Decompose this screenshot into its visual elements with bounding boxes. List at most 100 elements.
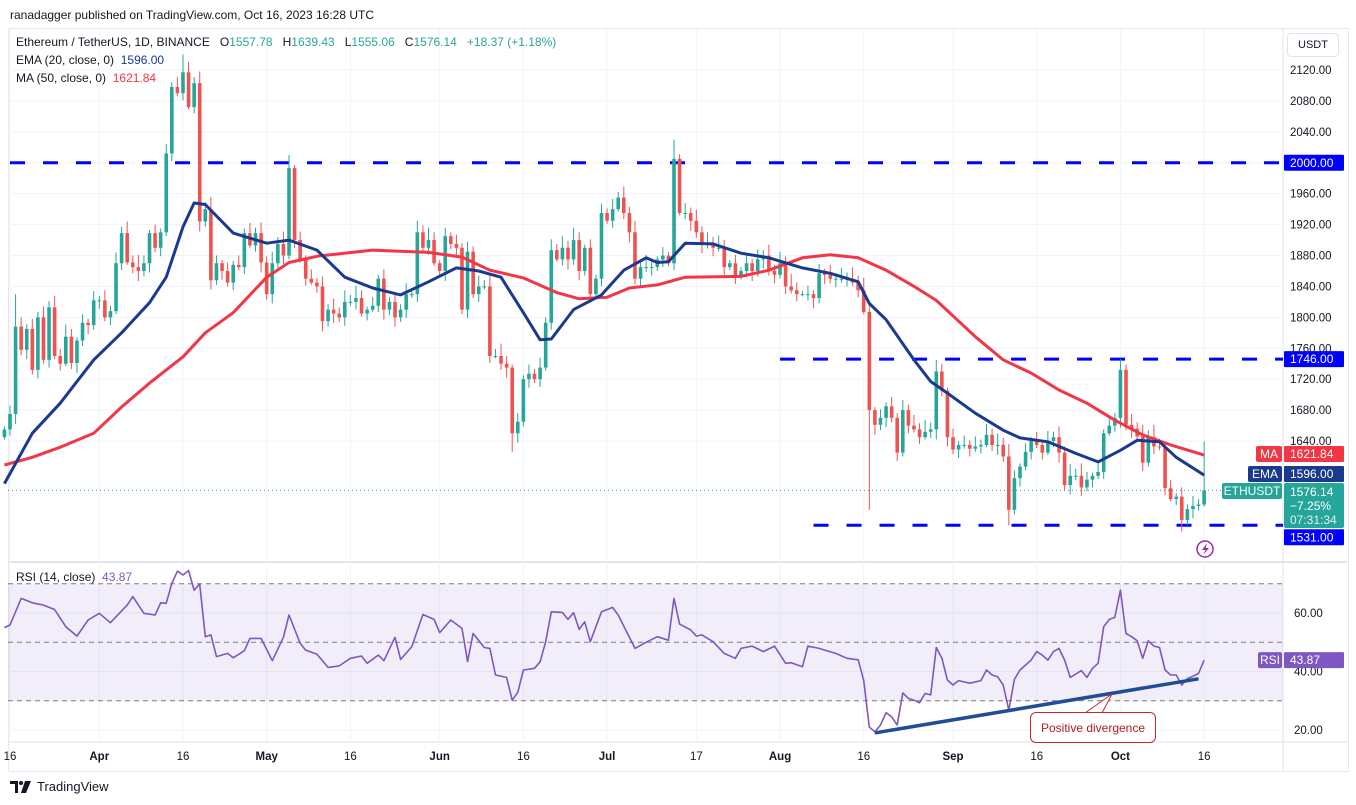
candle xyxy=(114,252,118,315)
candle-body xyxy=(666,255,671,264)
candle xyxy=(437,260,442,278)
candle-body xyxy=(962,444,966,446)
ema-name-tag-bg xyxy=(1248,466,1282,482)
candle xyxy=(1062,446,1067,491)
last-price-tag-bg xyxy=(1284,483,1344,528)
candle xyxy=(705,232,710,249)
candle-body xyxy=(30,328,35,370)
candle-body xyxy=(1129,424,1134,429)
candle-body xyxy=(1046,441,1050,453)
tradingview-logo-icon xyxy=(10,780,31,793)
candle-body xyxy=(767,255,771,271)
candle-body xyxy=(1073,475,1078,477)
candle xyxy=(1040,440,1045,460)
candle xyxy=(24,324,29,360)
candle-body xyxy=(404,294,408,310)
rsi-legend[interactable]: RSI (14, close) 43.87 xyxy=(16,570,132,584)
time-tick-label: Jun xyxy=(429,751,449,763)
candle xyxy=(789,274,793,294)
candle-body xyxy=(956,444,961,450)
candle xyxy=(532,369,537,384)
candle xyxy=(231,260,235,291)
candle-body xyxy=(482,286,487,288)
currency-button[interactable]: USDT xyxy=(1287,33,1339,57)
candle xyxy=(1023,443,1028,471)
open-label: O xyxy=(219,35,230,49)
candle xyxy=(1068,464,1072,495)
candle xyxy=(577,232,581,281)
candle-body xyxy=(158,232,163,248)
ma-legend[interactable]: MA (50, close, 0) 1621.84 xyxy=(16,71,156,85)
candle-body xyxy=(382,278,386,310)
candle-body xyxy=(354,298,358,302)
candle-body xyxy=(186,72,191,108)
candle-body xyxy=(934,371,939,430)
candle xyxy=(287,155,291,260)
candle-body xyxy=(627,213,632,233)
candle-body xyxy=(940,371,944,391)
candle-body xyxy=(649,267,654,269)
candle-body xyxy=(945,390,950,438)
candle xyxy=(571,227,576,265)
candle xyxy=(52,295,57,360)
candle-body xyxy=(460,247,464,310)
candle xyxy=(867,304,872,510)
tradingview-logo[interactable]: TradingView xyxy=(10,779,109,794)
rsi-value: 43.87 xyxy=(102,570,133,584)
candle xyxy=(605,208,609,224)
candle-body xyxy=(722,247,727,268)
candle-body xyxy=(91,300,96,326)
candle-body xyxy=(103,300,107,318)
candle-body xyxy=(566,247,570,260)
candle-body xyxy=(398,309,403,318)
candle-body xyxy=(476,286,481,295)
candle-body xyxy=(47,307,51,360)
ema-legend[interactable]: EMA (20, close, 0) 1596.00 xyxy=(16,53,164,67)
candle xyxy=(928,422,933,438)
candle-body xyxy=(343,301,347,318)
candle xyxy=(19,317,23,356)
candle xyxy=(482,280,487,290)
candle xyxy=(973,436,978,452)
candle xyxy=(521,375,526,427)
ema-label: EMA (20, close, 0) xyxy=(16,53,115,67)
candle-body xyxy=(97,300,102,302)
candle-body xyxy=(130,262,135,268)
publish-line: ranadagger published on TradingView.com,… xyxy=(10,8,375,22)
candle-body xyxy=(995,444,1000,446)
time-tick-label: May xyxy=(255,751,278,763)
candle-body xyxy=(901,410,905,453)
positive-divergence-callout: Positive divergence xyxy=(1030,712,1156,743)
candle xyxy=(560,236,565,266)
lightning-icon[interactable] xyxy=(1196,540,1214,558)
candle xyxy=(488,274,492,363)
candle-body xyxy=(69,336,74,363)
candle-body xyxy=(560,247,565,260)
candle-body xyxy=(220,263,224,271)
candle-body xyxy=(409,294,414,296)
candle-body xyxy=(136,267,141,271)
candle xyxy=(2,426,7,440)
countdown-text: 07:31:34 xyxy=(1290,513,1337,527)
candle-body xyxy=(638,267,643,279)
candle-body xyxy=(984,434,989,445)
rsi-trendline xyxy=(874,677,1199,735)
candle-body xyxy=(437,263,442,271)
candle xyxy=(951,428,955,455)
candle-body xyxy=(856,282,860,291)
candle-body xyxy=(376,278,381,306)
high-label: H xyxy=(282,35,292,49)
candle-body xyxy=(170,87,174,154)
candle xyxy=(136,254,141,282)
candle-body xyxy=(1040,444,1045,453)
candle xyxy=(387,297,392,316)
candle-body xyxy=(488,286,492,357)
last-change-text: −7.25% xyxy=(1290,499,1331,513)
candle xyxy=(404,283,408,319)
candle xyxy=(917,423,922,445)
candle-body xyxy=(359,298,364,314)
candle-body xyxy=(125,233,129,263)
candle-body xyxy=(421,232,425,248)
ema-price-tag-text: 1596.00 xyxy=(1290,467,1334,481)
